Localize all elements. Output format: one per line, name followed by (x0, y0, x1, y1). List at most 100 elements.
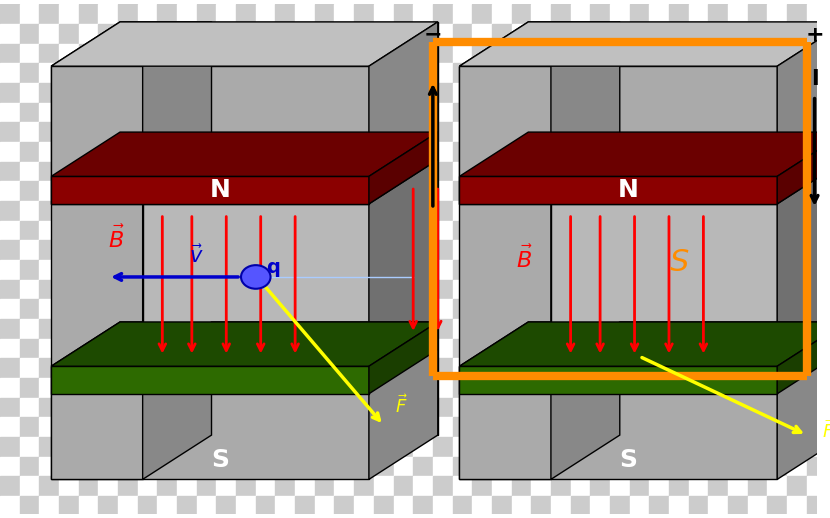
Bar (787, 181, 807, 201)
Bar (158, 260, 177, 280)
Polygon shape (460, 66, 551, 479)
Bar (531, 4, 551, 24)
Bar (787, 162, 807, 181)
Bar (472, 122, 492, 142)
Bar (39, 142, 59, 162)
Bar (551, 437, 570, 457)
Polygon shape (51, 176, 369, 204)
Bar (531, 457, 551, 477)
Bar (570, 418, 590, 437)
Bar (158, 299, 177, 319)
Bar (669, 201, 689, 221)
Bar (295, 201, 315, 221)
Bar (39, 260, 59, 280)
Bar (99, 240, 118, 260)
Text: S: S (211, 448, 229, 472)
Bar (158, 122, 177, 142)
Bar (354, 299, 374, 319)
Bar (748, 457, 768, 477)
Bar (295, 437, 315, 457)
Bar (748, 122, 768, 142)
Bar (177, 339, 197, 358)
Bar (315, 418, 334, 437)
Bar (708, 122, 728, 142)
Bar (217, 280, 236, 299)
Bar (236, 83, 256, 103)
Bar (315, 437, 334, 457)
Bar (236, 378, 256, 398)
Bar (295, 142, 315, 162)
Bar (256, 103, 276, 122)
Polygon shape (51, 66, 369, 204)
Polygon shape (143, 204, 369, 366)
Bar (531, 63, 551, 83)
Bar (118, 358, 138, 378)
Bar (276, 398, 295, 418)
Bar (118, 44, 138, 63)
Bar (787, 201, 807, 221)
Bar (708, 103, 728, 122)
Bar (138, 142, 158, 162)
Bar (99, 477, 118, 496)
Bar (511, 240, 531, 260)
Bar (728, 221, 748, 240)
Bar (334, 437, 354, 457)
Bar (472, 221, 492, 240)
Bar (20, 63, 39, 83)
Bar (354, 240, 374, 260)
Bar (79, 457, 99, 477)
Bar (708, 378, 728, 398)
Polygon shape (777, 160, 830, 366)
Bar (138, 221, 158, 240)
Bar (570, 83, 590, 103)
Bar (531, 240, 551, 260)
Bar (99, 457, 118, 477)
Bar (20, 477, 39, 496)
Bar (768, 496, 787, 516)
Bar (138, 477, 158, 496)
Bar (689, 221, 708, 240)
Polygon shape (143, 22, 212, 479)
Bar (217, 83, 236, 103)
Bar (492, 181, 511, 201)
Bar (748, 358, 768, 378)
Bar (118, 477, 138, 496)
Polygon shape (51, 366, 369, 394)
Bar (315, 162, 334, 181)
Bar (79, 4, 99, 24)
Bar (0, 221, 20, 240)
Bar (177, 142, 197, 162)
Bar (472, 63, 492, 83)
Polygon shape (51, 22, 212, 66)
Bar (610, 142, 630, 162)
Bar (610, 83, 630, 103)
Bar (158, 103, 177, 122)
Bar (138, 299, 158, 319)
Bar (39, 103, 59, 122)
Bar (236, 63, 256, 83)
Bar (511, 437, 531, 457)
Bar (728, 280, 748, 299)
Bar (393, 457, 413, 477)
Bar (334, 339, 354, 358)
Polygon shape (777, 22, 830, 204)
Bar (256, 339, 276, 358)
Bar (334, 398, 354, 418)
Bar (748, 378, 768, 398)
Bar (256, 280, 276, 299)
Bar (748, 496, 768, 516)
Bar (158, 339, 177, 358)
Polygon shape (777, 322, 830, 479)
Bar (0, 378, 20, 398)
Bar (138, 83, 158, 103)
Bar (20, 418, 39, 437)
Bar (99, 418, 118, 437)
Bar (295, 63, 315, 83)
Bar (315, 378, 334, 398)
Bar (217, 496, 236, 516)
Bar (118, 142, 138, 162)
Bar (492, 358, 511, 378)
Bar (138, 4, 158, 24)
Bar (315, 142, 334, 162)
Bar (39, 437, 59, 457)
